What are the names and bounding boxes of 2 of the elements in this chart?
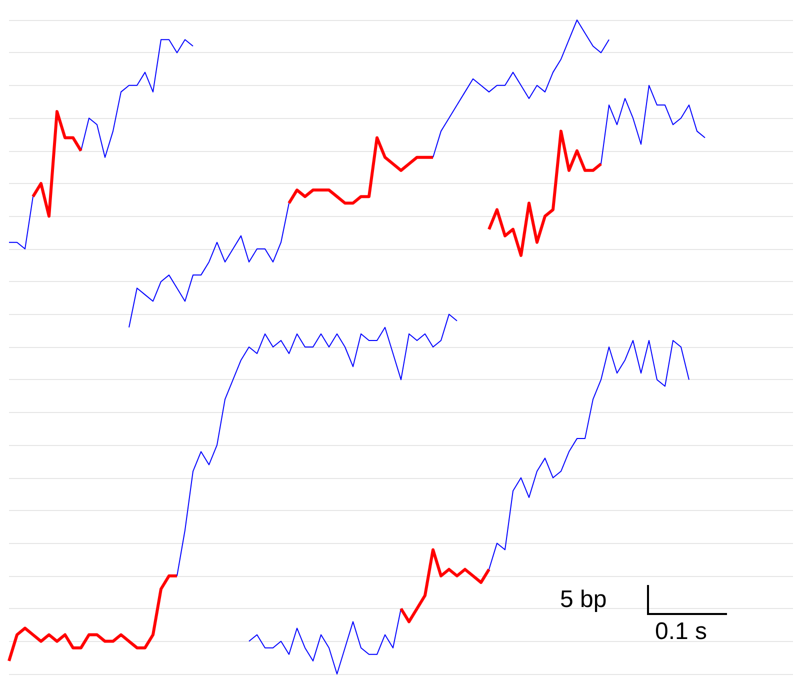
annotation: 0.1 s xyxy=(655,618,708,646)
annotation: 5 bp xyxy=(560,586,607,614)
